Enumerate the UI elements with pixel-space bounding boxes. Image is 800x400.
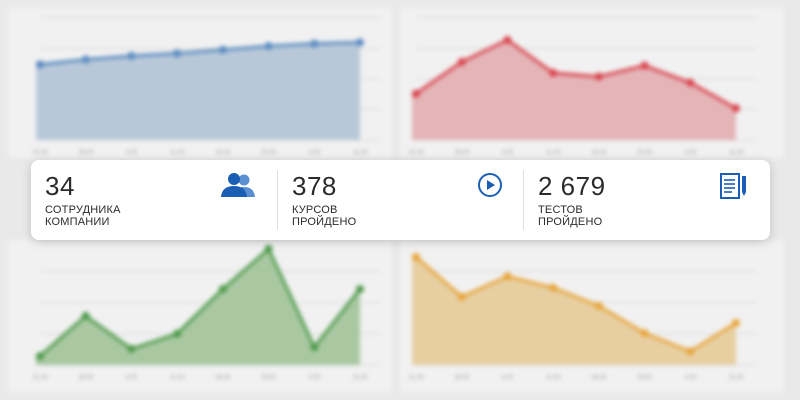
- chart-point: [173, 49, 182, 58]
- stat-value: 378: [292, 171, 337, 201]
- chart-point: [127, 51, 136, 60]
- stat-label-line: ПРОЙДЕНО: [292, 216, 357, 228]
- chart-point: [640, 61, 649, 70]
- chart-tick-label: 11.03: [729, 150, 744, 156]
- stat-tests: 2 679 ТЕСТОВ ПРОЙДЕНО: [523, 170, 769, 230]
- chart-point: [503, 35, 512, 44]
- chart-area-fill: [36, 42, 360, 140]
- chart-point: [127, 344, 136, 353]
- stat-value: 34: [45, 171, 75, 201]
- stat-label-line: ПРОЙДЕНО: [538, 216, 603, 228]
- chart-tick-label: 28.03: [78, 375, 94, 381]
- chart-tick-label: 21.03: [32, 150, 48, 156]
- stat-courses: 378 КУРСОВ ПРОЙДЕНО: [277, 170, 523, 230]
- stat-label: ТЕСТОВ ПРОЙДЕНО: [538, 204, 769, 228]
- chart-tick-label: 28.03: [454, 150, 470, 156]
- chart-tick-label: 11.03: [353, 150, 368, 156]
- chart-point: [732, 318, 740, 327]
- chart-tick-label: 11.03: [170, 150, 185, 156]
- chart-point: [264, 244, 273, 253]
- chart-point: [36, 352, 44, 361]
- stat-value: 2 679: [538, 171, 606, 201]
- chart-tick-label: 4.03: [308, 150, 320, 156]
- chart-tick-label: 4.03: [126, 375, 138, 381]
- chart-tick-label: 25.03: [261, 375, 277, 381]
- stat-label-line: КОМПАНИИ: [45, 216, 110, 228]
- chart-tick-label: 21.03: [408, 150, 424, 156]
- chart-tick-label: 18.03: [215, 150, 231, 156]
- chart-tick-label: 18.03: [591, 150, 607, 156]
- chart-tick-label: 25.03: [261, 150, 277, 156]
- chart-tick-label: 4.03: [126, 150, 138, 156]
- chart-tick-label: 18.03: [215, 375, 231, 381]
- chart-point: [686, 347, 695, 356]
- chart-point: [356, 285, 364, 294]
- chart-point: [173, 329, 182, 338]
- chart-tick-label: 21.03: [32, 375, 48, 381]
- chart-point: [457, 57, 466, 66]
- chart-point: [36, 60, 44, 69]
- users-icon: [219, 172, 257, 203]
- stat-label: КУРСОВ ПРОЙДЕНО: [292, 204, 523, 228]
- chart-area-fill: [412, 39, 736, 140]
- chart-point: [218, 285, 227, 294]
- chart-point: [310, 39, 319, 48]
- chart-tick-label: 11.03: [729, 375, 744, 381]
- chart-point: [412, 89, 420, 98]
- chart-point: [412, 253, 420, 262]
- stat-label-line: СОТРУДНИКА: [45, 204, 121, 216]
- chart-point: [264, 42, 273, 51]
- chart-point: [218, 45, 227, 54]
- chart-tick-label: 11.03: [353, 375, 368, 381]
- chart-tick-label: 25.03: [637, 150, 653, 156]
- chart-tick-label: 28.03: [78, 150, 94, 156]
- stat-label-line: КУРСОВ: [292, 204, 338, 216]
- chart-point: [457, 292, 466, 301]
- chart-tick-label: 11.03: [546, 375, 561, 381]
- chart-point: [686, 78, 695, 87]
- chart-point: [549, 68, 558, 77]
- chart-point: [549, 283, 558, 292]
- stats-card: 34 СОТРУДНИКА КОМПАНИИ 378 КУРСОВ ПРОЙДЕ…: [31, 160, 770, 240]
- chart-tick-label: 4.03: [502, 375, 514, 381]
- stat-label: СОТРУДНИКА КОМПАНИИ: [45, 204, 277, 228]
- chart-area-fill: [36, 248, 360, 365]
- chart-point: [310, 343, 319, 352]
- chart-tick-label: 4.03: [684, 375, 696, 381]
- chart-point: [81, 311, 90, 320]
- chart-tick-label: 11.03: [546, 150, 561, 156]
- chart-point: [732, 104, 740, 113]
- chart-point: [503, 272, 512, 281]
- chart-point: [640, 329, 649, 338]
- chart-tick-label: 25.03: [637, 375, 653, 381]
- chart-point: [594, 301, 603, 310]
- chart-tick-label: 11.03: [170, 375, 185, 381]
- chart-tick-label: 4.03: [502, 150, 514, 156]
- chart-tick-label: 18.03: [591, 375, 607, 381]
- chart-point: [594, 72, 603, 81]
- document-edit-icon: [719, 172, 749, 205]
- chart-point: [81, 55, 90, 64]
- stat-employees: 34 СОТРУДНИКА КОМПАНИИ: [31, 170, 277, 230]
- chart-tick-label: 28.03: [454, 375, 470, 381]
- stat-label-line: ТЕСТОВ: [538, 204, 583, 216]
- chart-point: [356, 38, 364, 47]
- chart-tick-label: 21.03: [408, 375, 424, 381]
- chart-tick-label: 4.03: [684, 150, 696, 156]
- chart-tick-label: 4.03: [308, 375, 320, 381]
- play-circle-icon[interactable]: [477, 172, 503, 203]
